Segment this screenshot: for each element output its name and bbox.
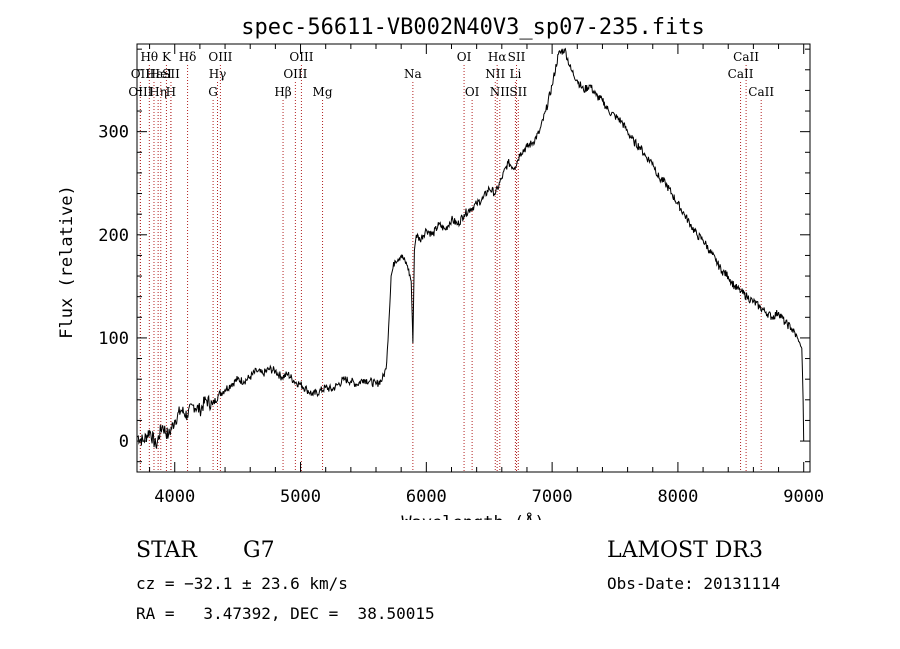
plot-frame: [136, 43, 811, 473]
spectral-line-label: SII: [508, 50, 526, 64]
coordinates: RA = 3.47392, DEC = 38.50015: [136, 604, 435, 623]
spectral-line-label: OI: [457, 50, 472, 64]
spectrum-line: [136, 47, 805, 449]
obs-date: Obs-Date: 20131114: [607, 574, 781, 593]
spectral-line-label: NII: [485, 67, 505, 81]
spectrum-chart: spec-56611-VB002N40V3_sp07-235.fits Hθ OI…: [57, 15, 824, 520]
spectral-line-label: Li: [509, 67, 521, 81]
x-tick-label: 6000: [406, 487, 447, 507]
spectrum-series: [136, 47, 805, 449]
spectral-line-label: Hα: [488, 50, 507, 64]
x-tick-label: 5000: [280, 487, 321, 507]
spectral-line-label: OI: [465, 85, 480, 99]
spectral-line-label: Hθ: [140, 50, 158, 64]
axis-ticks: 4000 5000 6000 7000 8000 9000 0 100 200 300: [98, 44, 824, 507]
spectral-line-label: G: [208, 85, 218, 99]
spectral-line-label: CaII: [728, 67, 754, 81]
spectral-line-label: OIII: [289, 50, 313, 64]
x-tick-label: 4000: [154, 487, 195, 507]
spectral-line-label: Na: [404, 67, 422, 81]
spectral-line-label: Mg: [313, 85, 333, 99]
x-tick-label: 8000: [657, 487, 698, 507]
spectral-line-label: CaII: [748, 85, 774, 99]
spectral-line-label: OIII: [128, 85, 152, 99]
redshift-info: cz = −32.1 ± 23.6 km/s: [136, 574, 348, 593]
spectral-line-label: K: [162, 50, 172, 64]
spectral-line-label: OIII: [283, 67, 307, 81]
spectral-line-label: CaII: [733, 50, 759, 64]
spectral-line-label: Hβ: [274, 85, 291, 99]
spectral-line-label: Hη: [149, 85, 167, 99]
spectral-line-label: SII: [509, 85, 527, 99]
chart-title: spec-56611-VB002N40V3_sp07-235.fits: [241, 15, 705, 40]
x-tick-label: 9000: [783, 487, 824, 507]
spectral-line-label: HeI: [150, 67, 173, 81]
y-tick-label: 300: [98, 123, 129, 143]
x-tick-label: 7000: [532, 487, 573, 507]
y-tick-label: 0: [119, 432, 129, 452]
spectral-line-label: Hγ: [209, 67, 227, 81]
object-subclass: G7: [243, 538, 275, 563]
spectral-line-label: NII: [490, 85, 510, 99]
survey-name: LAMOST DR3: [607, 538, 763, 563]
spectral-line-label: SII: [162, 67, 180, 81]
spectral-line-label: H: [166, 85, 176, 99]
x-axis-label: Wavelength (Å): [401, 511, 544, 520]
object-class: STAR: [136, 538, 197, 563]
spectral-line-label: Hδ: [179, 50, 197, 64]
y-tick-label: 200: [98, 226, 129, 246]
spectral-line-label: OII: [131, 67, 151, 81]
y-tick-label: 100: [98, 329, 129, 349]
spectral-line-label: Hε: [146, 67, 163, 81]
y-axis-label: Flux (relative): [57, 185, 77, 339]
spectral-line-label: OIII: [208, 50, 232, 64]
